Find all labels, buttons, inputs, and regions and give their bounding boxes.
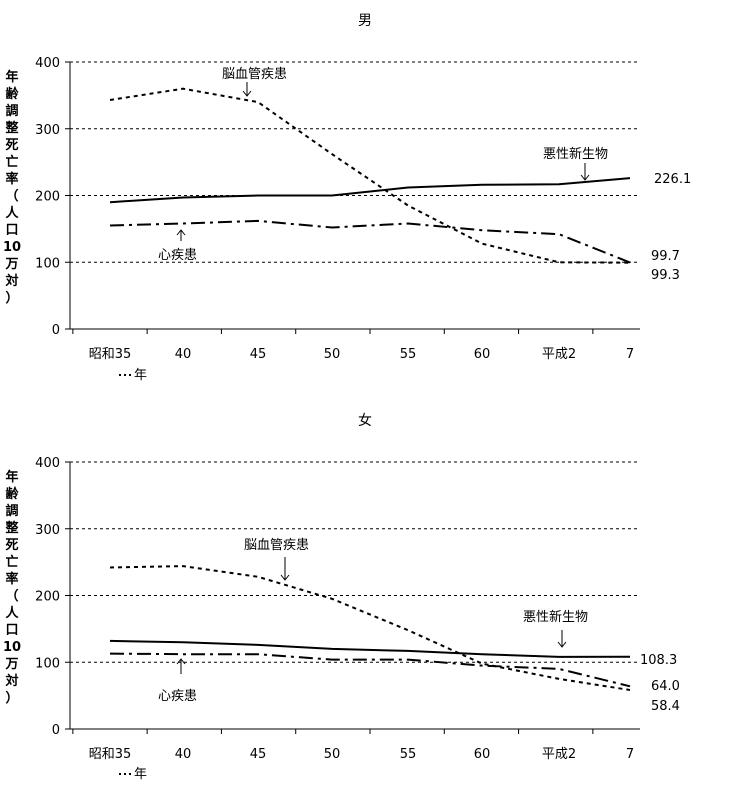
y-axis-label-char: 万 <box>4 257 18 272</box>
end-value-label: 99.3 <box>651 268 680 283</box>
series-label: 脳血管疾患 <box>244 538 309 553</box>
y-tick-label: 300 <box>35 523 60 538</box>
y-tick-label: 100 <box>35 656 60 671</box>
x-tick-label: 60 <box>474 747 491 762</box>
y-axis-label-char: 10 <box>3 640 21 655</box>
y-axis-label-char: ） <box>5 690 18 706</box>
y-tick-label: 400 <box>35 456 60 471</box>
y-axis-label-char: 対 <box>4 673 18 689</box>
end-value-label: 64.0 <box>651 679 680 694</box>
series-label: 悪性新生物 <box>523 609 588 625</box>
chart-title: 男 <box>358 13 372 29</box>
series-label: 心疾患 <box>158 689 197 704</box>
y-axis-label-char: 10 <box>3 240 21 255</box>
end-value-label: 58.4 <box>651 699 680 714</box>
x-tick-label: 40 <box>175 747 192 762</box>
x-tick-label: 45 <box>250 747 267 762</box>
y-axis-label-char: 率 <box>5 571 18 587</box>
series-label: 悪性新生物 <box>543 146 608 162</box>
y-axis-label-char: 口 <box>5 223 18 238</box>
annotation-arrowhead <box>580 174 590 181</box>
x-tick-label: 50 <box>324 347 341 362</box>
series-line-1 <box>109 87 631 264</box>
y-tick-label: 200 <box>35 590 60 605</box>
series-line-2 <box>109 652 631 688</box>
series-line-1 <box>109 565 631 691</box>
y-axis-label-char: 人 <box>5 605 19 621</box>
y-tick-label: 0 <box>52 323 60 338</box>
chart-title: 女 <box>358 412 372 429</box>
y-tick-label: 0 <box>52 723 60 738</box>
y-axis-label-char: 調 <box>5 503 18 519</box>
x-tick-label: 50 <box>324 747 341 762</box>
y-axis-label-char: 齢 <box>5 486 19 502</box>
x-tick-label: 7 <box>626 747 634 762</box>
annotation-arrowhead <box>176 229 186 236</box>
x-tick-label: 昭和35 <box>89 347 132 362</box>
end-value-label: 108.3 <box>640 653 677 668</box>
y-axis-label-char: 口 <box>5 623 18 638</box>
x-tick-label: 55 <box>400 747 417 762</box>
x-tick-label: 40 <box>175 347 192 362</box>
y-tick-label: 400 <box>35 56 60 71</box>
end-value-label: 99.7 <box>651 249 680 264</box>
end-value-label: 226.1 <box>654 172 691 187</box>
y-axis-label-char: （ <box>5 188 18 204</box>
x-tick-label: 昭和35 <box>89 747 132 762</box>
y-axis-label-char: 調 <box>5 103 18 119</box>
y-axis-label-char: 万 <box>4 657 18 672</box>
x-tick-label: 55 <box>400 347 417 362</box>
y-axis-label-char: 対 <box>4 273 18 289</box>
annotation-arrowhead <box>242 90 252 97</box>
x-tick-label: 60 <box>474 347 491 362</box>
y-axis-label-char: 年 <box>5 69 18 85</box>
series-line-0 <box>109 639 631 658</box>
y-axis-label-char: 亡 <box>5 554 18 570</box>
y-axis-label-char: 整 <box>4 120 19 136</box>
y-axis-label-char: 年 <box>5 469 18 485</box>
y-tick-label: 300 <box>35 123 60 138</box>
series-line-2 <box>109 219 631 264</box>
annotation-arrowhead <box>176 658 186 665</box>
y-axis-label-char: （ <box>5 588 18 604</box>
x-tick-label: 平成2 <box>542 347 576 362</box>
annotation-arrowhead <box>557 641 567 648</box>
y-axis-label-char: 整 <box>4 520 19 536</box>
y-axis-label-char: 死 <box>5 138 18 153</box>
annotation-arrowhead <box>280 574 290 581</box>
y-tick-label: 100 <box>35 256 60 271</box>
x-tick-label: 7 <box>626 347 634 362</box>
y-axis-label-char: 死 <box>5 538 18 553</box>
series-label: 心疾患 <box>158 248 197 263</box>
series-line-0 <box>109 177 631 204</box>
x-tick-label: 45 <box>250 347 267 362</box>
x-axis-unit: 年 <box>134 368 147 383</box>
series-label: 脳血管疾患 <box>222 67 287 82</box>
y-axis-label-char: 亡 <box>5 154 18 170</box>
y-tick-label: 200 <box>35 190 60 205</box>
y-axis-label-char: ） <box>5 290 18 306</box>
y-axis-label-char: 齢 <box>5 86 19 102</box>
y-axis-label-char: 人 <box>5 205 19 221</box>
x-tick-label: 平成2 <box>542 747 576 762</box>
y-axis-label-char: 率 <box>5 171 18 187</box>
x-axis-unit: 年 <box>134 767 147 782</box>
